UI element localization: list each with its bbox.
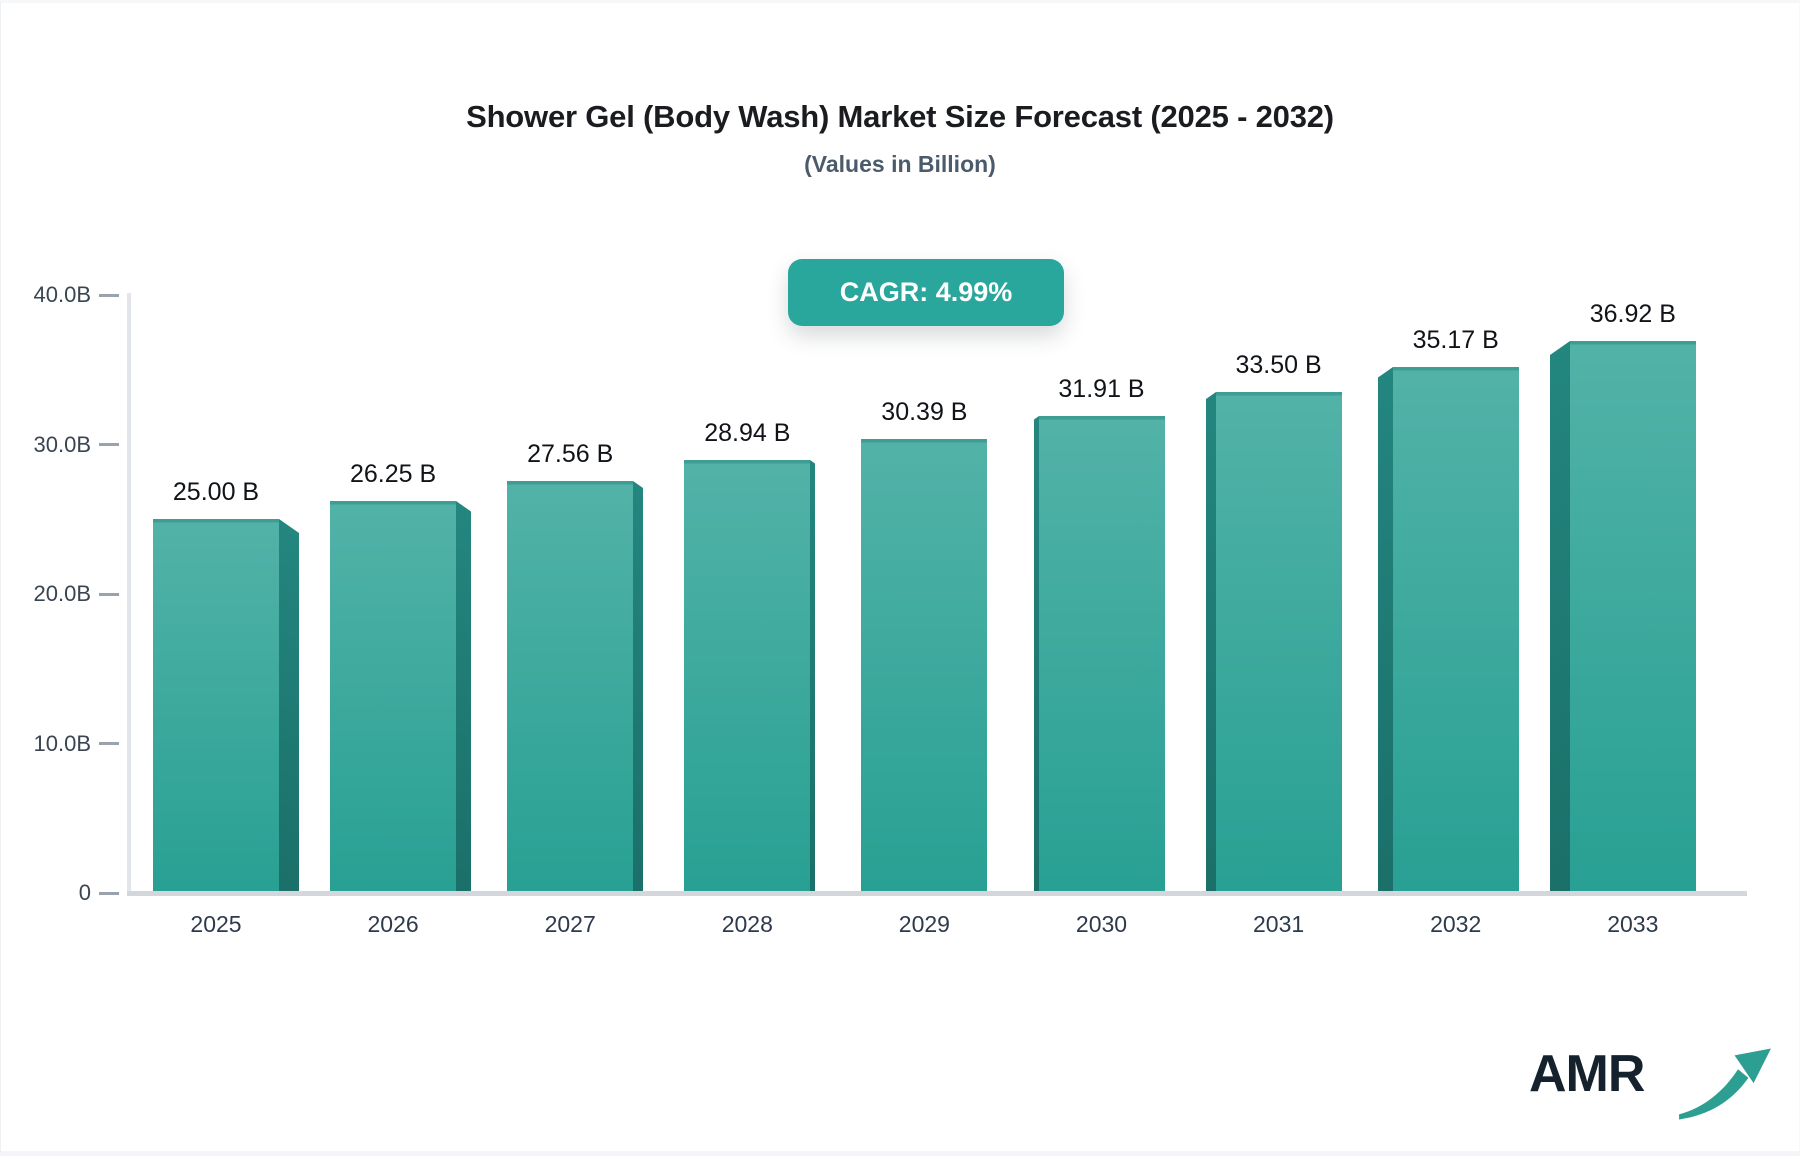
bar-side-face-2031	[1205, 392, 1216, 893]
x-axis-label-2030: 2030	[1075, 911, 1128, 937]
x-axis-label-2032: 2032	[1430, 911, 1482, 937]
x-axis-baseline	[127, 891, 1747, 896]
bar-2031[interactable]	[1215, 392, 1342, 893]
x-axis-label-2029: 2029	[898, 911, 950, 937]
bar-2029[interactable]	[861, 438, 988, 893]
bar-side-face-2028	[810, 460, 816, 893]
plot-area: 25.00 B 26.25 B 27.56 B 28.94 B 30.39 B 31.91…	[131, 295, 1745, 893]
x-axis-label-2033: 2033	[1607, 911, 1659, 937]
y-axis-tick	[99, 293, 119, 297]
bar-2027[interactable]	[507, 480, 634, 893]
x-axis-label-2026: 2026	[367, 911, 419, 937]
x-axis-label-2031: 2031	[1253, 911, 1305, 937]
bar-value-label: 31.91 B	[1058, 374, 1145, 403]
y-axis-tick	[99, 592, 119, 596]
x-axis-label-2027: 2027	[544, 911, 596, 937]
bar-side-face-2032	[1377, 367, 1393, 893]
bar-value-label: 36.92 B	[1589, 300, 1676, 329]
x-axis-label-2028: 2028	[721, 911, 773, 937]
bar-side-face-2026	[456, 500, 472, 893]
bar-value-label: 25.00 B	[172, 478, 260, 507]
y-axis-tick-label: 10.0B	[33, 730, 92, 756]
bar-2033[interactable]	[1569, 341, 1696, 893]
bar-value-label: 33.50 B	[1235, 351, 1322, 380]
y-axis-tick	[99, 742, 119, 745]
bar-side-face-2033	[1549, 341, 1570, 893]
bar-2030[interactable]	[1038, 415, 1165, 893]
bar-side-face-2027	[633, 480, 644, 893]
y-axis-tick	[99, 443, 119, 446]
bar-value-label: 35.17 B	[1412, 326, 1499, 355]
bar-value-label: 30.39 B	[881, 397, 968, 426]
y-axis-tick-label: 30.0B	[33, 431, 92, 457]
amr-logo-text: AMR	[1529, 1045, 1645, 1103]
bar-side-face-2025	[279, 519, 299, 893]
y-axis-line	[127, 293, 131, 893]
bar-2026[interactable]	[330, 500, 457, 893]
y-axis-tick-label: 20.0B	[33, 581, 92, 606]
chart-subtitle: (Values in Billion)	[804, 151, 996, 177]
cagr-badge: CAGR: 4.99%	[788, 259, 1064, 326]
y-axis-tick	[99, 891, 119, 895]
chart-title: Shower Gel (Body Wash) Market Size Forec…	[466, 99, 1334, 134]
bar-2025[interactable]	[153, 519, 279, 893]
amr-logo-arrow-icon	[1679, 1048, 1771, 1120]
bar-value-label: 26.25 B	[350, 459, 437, 488]
bar-2028[interactable]	[684, 460, 811, 893]
amr-logo: AMR	[1529, 1039, 1771, 1129]
bar-value-label: 28.94 B	[704, 419, 791, 448]
bar-value-label: 27.56 B	[527, 439, 614, 468]
bar-2032[interactable]	[1392, 367, 1519, 893]
cagr-badge-label: CAGR: 4.99%	[839, 277, 1013, 307]
y-axis-tick-label: 40.0B	[33, 282, 92, 307]
y-axis-tick-label: 0	[78, 880, 91, 905]
x-axis-label-2025: 2025	[190, 911, 242, 937]
